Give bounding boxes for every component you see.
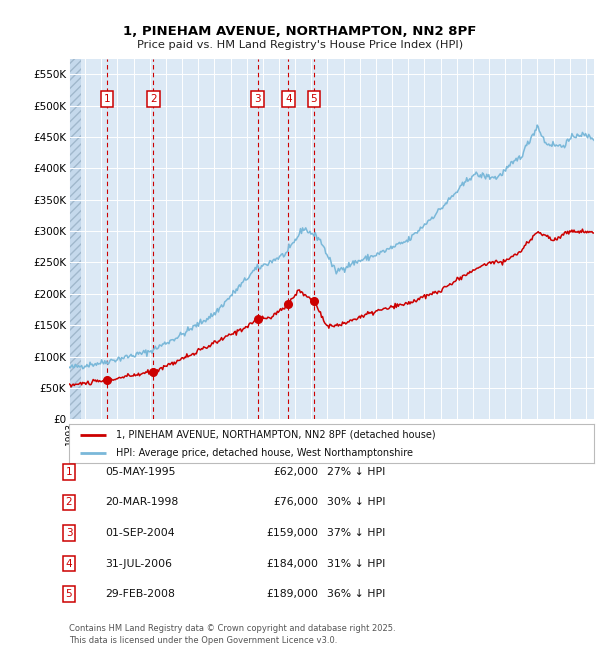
Text: 3: 3: [254, 94, 261, 104]
Text: 1: 1: [65, 467, 73, 477]
Text: £159,000: £159,000: [266, 528, 318, 538]
Text: 4: 4: [65, 558, 73, 569]
Bar: [69, 58, 80, 419]
Text: Price paid vs. HM Land Registry's House Price Index (HPI): Price paid vs. HM Land Registry's House …: [137, 40, 463, 51]
Text: 3: 3: [65, 528, 73, 538]
Text: 31% ↓ HPI: 31% ↓ HPI: [327, 558, 385, 569]
Text: 27% ↓ HPI: 27% ↓ HPI: [327, 467, 385, 477]
Text: £189,000: £189,000: [266, 589, 318, 599]
Text: 20-MAR-1998: 20-MAR-1998: [105, 497, 178, 508]
Text: 01-SEP-2004: 01-SEP-2004: [105, 528, 175, 538]
Text: 37% ↓ HPI: 37% ↓ HPI: [327, 528, 385, 538]
Text: HPI: Average price, detached house, West Northamptonshire: HPI: Average price, detached house, West…: [116, 448, 413, 458]
Text: 1, PINEHAM AVENUE, NORTHAMPTON, NN2 8PF (detached house): 1, PINEHAM AVENUE, NORTHAMPTON, NN2 8PF …: [116, 430, 436, 439]
Text: 2: 2: [150, 94, 157, 104]
Text: £62,000: £62,000: [273, 467, 318, 477]
Text: £184,000: £184,000: [266, 558, 318, 569]
Text: Contains HM Land Registry data © Crown copyright and database right 2025.
This d: Contains HM Land Registry data © Crown c…: [69, 624, 395, 645]
Text: 31-JUL-2006: 31-JUL-2006: [105, 558, 172, 569]
Text: 1, PINEHAM AVENUE, NORTHAMPTON, NN2 8PF: 1, PINEHAM AVENUE, NORTHAMPTON, NN2 8PF: [124, 25, 476, 38]
Text: £76,000: £76,000: [273, 497, 318, 508]
Text: 4: 4: [285, 94, 292, 104]
Text: 29-FEB-2008: 29-FEB-2008: [105, 589, 175, 599]
Text: 2: 2: [65, 497, 73, 508]
Text: 30% ↓ HPI: 30% ↓ HPI: [327, 497, 386, 508]
Text: 5: 5: [311, 94, 317, 104]
Text: 1: 1: [104, 94, 110, 104]
Text: 5: 5: [65, 589, 73, 599]
Text: 05-MAY-1995: 05-MAY-1995: [105, 467, 176, 477]
Text: 36% ↓ HPI: 36% ↓ HPI: [327, 589, 385, 599]
